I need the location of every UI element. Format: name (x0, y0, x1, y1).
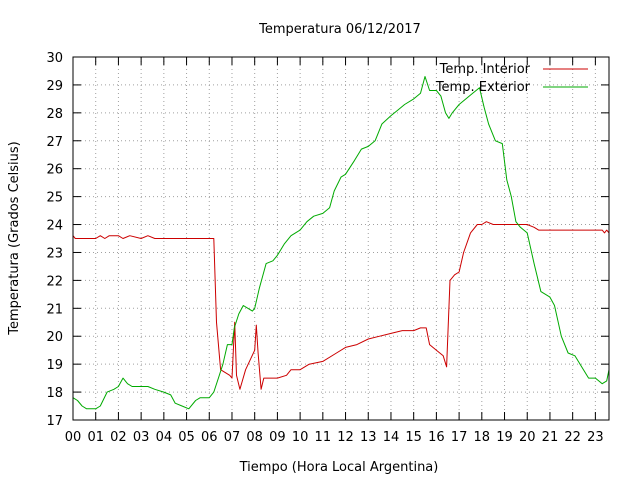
series-line-exterior (72, 76, 610, 410)
legend: Temp. Interior Temp. Exterior (435, 62, 588, 95)
x-tick-label: 00 (65, 430, 82, 445)
x-tick-label: 03 (133, 430, 150, 445)
x-tick-label: 13 (360, 430, 377, 445)
legend-label-exterior: Temp. Exterior (435, 80, 531, 95)
x-tick-label: 16 (428, 430, 445, 445)
x-tick-label: 17 (451, 430, 468, 445)
chart-title: Temperatura 06/12/2017 (258, 22, 421, 37)
grid-layer (73, 57, 609, 420)
x-tick-label: 04 (156, 430, 173, 445)
y-axis-label: Temperatura (Grados Celsius) (7, 141, 22, 335)
series-layer (72, 76, 610, 410)
x-tick-label: 08 (246, 430, 263, 445)
plot-frame (72, 56, 610, 421)
y-tick-label: 17 (46, 414, 63, 429)
tick-label-layer: 17 18 19 20 21 22 23 24 25 26 27 28 29 30 00 01 02 03 04 05… (46, 51, 603, 445)
x-tick-label: 06 (201, 430, 218, 445)
x-tick-label: 10 (292, 430, 309, 445)
x-tick-label: 02 (110, 430, 127, 445)
x-tick-label: 23 (587, 430, 604, 445)
x-tick-label: 21 (542, 430, 559, 445)
legend-label-interior: Temp. Interior (439, 62, 531, 77)
y-tick-label: 20 (46, 330, 63, 345)
y-tick-label: 18 (46, 386, 63, 401)
axis-layer (72, 56, 610, 421)
x-tick-label: 20 (519, 430, 536, 445)
x-tick-label: 19 (496, 430, 513, 445)
y-tick-label: 27 (46, 135, 63, 150)
y-tick-label: 19 (46, 358, 63, 373)
y-tick-label: 29 (46, 79, 63, 94)
x-tick-label: 18 (474, 430, 491, 445)
x-tick-label: 07 (224, 430, 241, 445)
y-tick-label: 21 (46, 302, 63, 317)
x-tick-label: 05 (178, 430, 195, 445)
y-tick-label: 30 (46, 51, 63, 66)
x-tick-label: 22 (564, 430, 581, 445)
x-axis-label: Tiempo (Hora Local Argentina) (239, 460, 439, 475)
x-tick-label: 09 (269, 430, 286, 445)
series-line-interior (72, 221, 610, 390)
y-tick-label: 26 (46, 163, 63, 178)
x-tick-label: 15 (405, 430, 422, 445)
y-tick-label: 28 (46, 107, 63, 122)
x-tick-label: 01 (87, 430, 104, 445)
x-tick-label: 11 (315, 430, 332, 445)
y-tick-label: 22 (46, 274, 63, 289)
x-tick-label: 12 (337, 430, 354, 445)
y-tick-label: 23 (46, 246, 63, 261)
y-tick-label: 24 (46, 219, 63, 234)
x-tick-label: 14 (383, 430, 400, 445)
y-tick-label: 25 (46, 191, 63, 206)
